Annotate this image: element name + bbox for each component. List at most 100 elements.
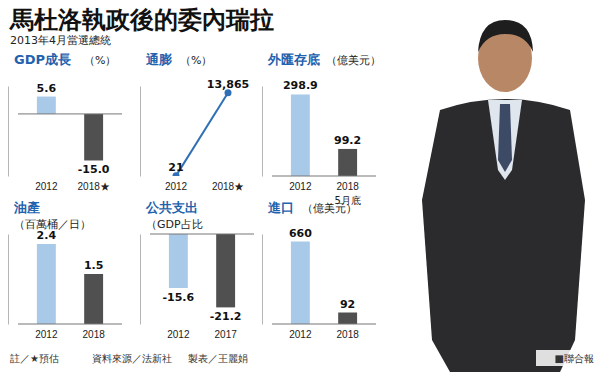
- x-tick-label: 2012: [35, 181, 58, 192]
- x-axis: 2012 2018: [289, 181, 359, 192]
- x-tick-label: 2018: [337, 329, 360, 340]
- x-tick-label: 2018: [83, 329, 106, 340]
- chart-panel: GDP成長 （%） 2012 2018★ 5.6 -15.0: [9, 52, 123, 192]
- chart-panel: 油產（百萬桶／日）201220182.41.5: [9, 200, 123, 340]
- x-tick-label: 2012: [35, 329, 58, 340]
- x-tick: 2012: [289, 329, 312, 340]
- data-label: 298.9: [283, 79, 318, 92]
- x-axis: 2012 2018★: [35, 181, 110, 192]
- data-label: 1.5: [84, 259, 104, 272]
- x-tick: 2018: [337, 181, 360, 192]
- y-axis: [8, 87, 9, 177]
- plot-marks: [291, 242, 357, 325]
- chart-title: 進口: [267, 200, 294, 215]
- bar: [338, 149, 357, 176]
- bar: [37, 244, 56, 324]
- x-tick: 2017: [215, 329, 238, 340]
- data-label: 21: [168, 161, 183, 174]
- baseline: [18, 113, 122, 114]
- y-axis: [262, 235, 263, 325]
- bar: [338, 313, 357, 325]
- plot-marks: [37, 244, 103, 324]
- chart-panel: 進口 （億美元） 2012 2018 660 92: [263, 200, 377, 340]
- x-axis: 2012 2018: [289, 329, 359, 340]
- baseline: [18, 324, 122, 325]
- chart-title: 公共支出: [145, 200, 198, 215]
- chart-unit: （%）: [84, 54, 116, 67]
- background: [0, 0, 600, 372]
- figure-hair: [478, 20, 533, 52]
- x-tick-label: 2012: [289, 181, 312, 192]
- page-title: 馬杜洛執政後的委內瑞拉: [9, 6, 274, 34]
- plot-marks: [37, 97, 103, 161]
- bar: [291, 242, 310, 325]
- chart-unit: （GDP占比: [146, 218, 203, 231]
- baseline: [272, 176, 376, 177]
- figure-suit: [422, 99, 585, 372]
- y-axis: [8, 235, 9, 325]
- footer-note: 註／★預估: [10, 353, 59, 364]
- y-axis-line: [262, 87, 263, 177]
- y-axis: [262, 87, 263, 177]
- data-label: 660: [289, 227, 312, 240]
- chart-panel: 外匯存底（億美元）201220185月底298.999.2: [263, 52, 382, 206]
- x-tick: 2018★: [212, 181, 244, 192]
- chart-panel: 公共支出 （GDP占比 2012 2017 -15.6 -21.2: [141, 200, 255, 340]
- data-label: 5.6: [37, 82, 57, 95]
- x-tick-label: 2012: [165, 181, 188, 192]
- bar: [291, 94, 310, 176]
- footer-credit: ■聯合報: [555, 353, 594, 364]
- x-tick-label: 2017: [215, 329, 238, 340]
- footer-note: 製表／王麗娟: [188, 353, 248, 364]
- y-axis: [140, 235, 141, 325]
- x-axis: 2012 2017: [167, 329, 237, 340]
- x-tick: 2012: [35, 329, 58, 340]
- data-label: 2.4: [37, 229, 57, 242]
- y-axis-line: [140, 235, 141, 325]
- chart-title: 外匯存底: [267, 52, 320, 67]
- x-tick: 2018: [337, 329, 360, 340]
- x-tick: 2018★: [78, 181, 110, 192]
- figure-tie: [498, 104, 512, 172]
- baseline: [272, 324, 376, 325]
- chart-title: 通膨: [145, 52, 172, 67]
- credit-backdrop: [536, 350, 596, 366]
- data-label: -21.2: [210, 310, 242, 323]
- chart-title: 油產: [13, 200, 40, 215]
- photo-figure: [422, 20, 585, 372]
- x-tick: 2012: [167, 329, 190, 340]
- chart-title: GDP成長: [14, 52, 71, 67]
- chart-unit: （億美元）: [302, 202, 357, 215]
- x-tick-label: 2018★: [78, 181, 110, 192]
- footer-note: 資料來源／法新社: [92, 353, 172, 364]
- x-tick-label: 2012: [167, 329, 190, 340]
- data-label: -15.0: [78, 163, 110, 176]
- figure-shirt: [488, 100, 522, 180]
- page-subtitle: 2013年4月當選總統: [10, 34, 111, 47]
- bar: [169, 234, 188, 288]
- x-tick: 2018: [83, 329, 106, 340]
- y-axis-line: [8, 87, 9, 177]
- data-label: 92: [340, 298, 355, 311]
- x-axis: 2012 2018★: [165, 181, 244, 192]
- chart-panel: 通膨 （%） 2012 2018★ 21 13,865: [141, 52, 250, 192]
- y-axis-line: [262, 235, 263, 325]
- x-tick: 2012: [35, 181, 58, 192]
- x-axis: 2012 2018: [35, 329, 105, 340]
- y-axis: [140, 87, 141, 177]
- x-tick: 2012: [165, 181, 188, 192]
- data-label: 99.2: [334, 134, 361, 147]
- chart-unit: （億美元）: [326, 54, 381, 67]
- infographic: 馬杜洛執政後的委內瑞拉2013年4月當選總統 GDP成長 （%） 2012 2018★ 5…: [0, 0, 600, 372]
- x-tick-label: 2018: [337, 181, 360, 192]
- bar: [84, 274, 103, 324]
- y-axis-line: [140, 87, 141, 177]
- bar: [37, 97, 56, 114]
- bar: [216, 234, 235, 307]
- baseline: [150, 234, 254, 235]
- data-label: -15.6: [163, 291, 195, 304]
- chart-unit: （%）: [180, 54, 212, 67]
- x-tick-label: 2018★: [212, 181, 244, 192]
- bar: [84, 114, 103, 161]
- data-label: 13,865: [207, 78, 249, 91]
